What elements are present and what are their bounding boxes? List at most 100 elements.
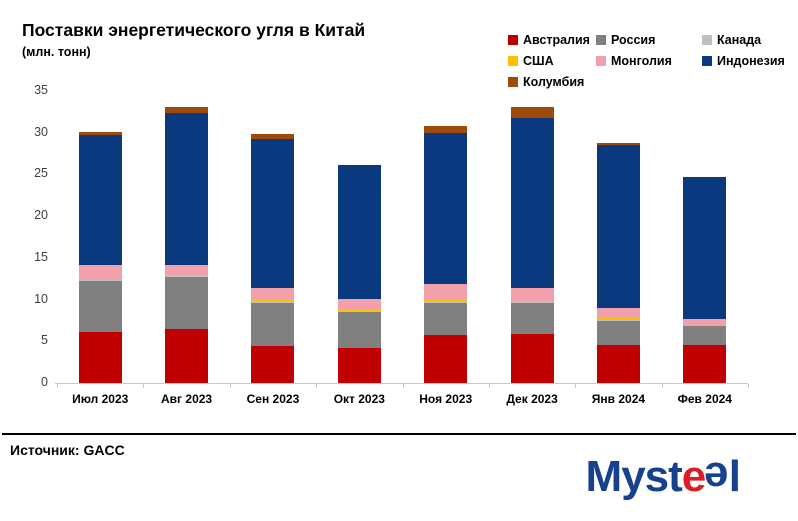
bar-segment-Россия-Сен 2023: [251, 302, 295, 347]
bar-segment-Колумбия-Сен 2023: [251, 134, 295, 140]
bar-segment-США-Окт 2023: [337, 309, 381, 312]
legend-swatch-icon: [508, 77, 518, 87]
legend-label: Индонезия: [717, 54, 785, 68]
legend-item-2: Россия: [596, 33, 702, 47]
y-tick-label: 30: [34, 124, 48, 139]
legend-label: Монголия: [611, 54, 672, 68]
x-category-label: Янв 2024: [591, 392, 646, 406]
bar-segment-Канада-Окт 2023: [337, 311, 381, 313]
bar-segment-Индонезия-Сен 2023: [251, 139, 295, 288]
bar-segment-Монголия-Сен 2023: [251, 287, 295, 300]
x-category-label: Сен 2023: [246, 392, 300, 406]
bar-segment-Канада-Ноя 2023: [424, 302, 468, 303]
bar-segment-США-Ноя 2023: [424, 298, 468, 303]
y-tick-label: 0: [41, 375, 48, 389]
bar-segment-Канада-Авг 2023: [165, 276, 209, 278]
bar-segment-Канада-Июл 2023: [78, 279, 122, 281]
bar-segment-Канада-Фев 2024: [683, 325, 727, 327]
x-tick-mark: [748, 384, 749, 388]
logo-text-suffix: l: [728, 452, 741, 501]
legend-swatch-icon: [702, 56, 712, 66]
bar-segment-Индонезия-Фев 2024: [683, 176, 727, 319]
bar-segment-Монголия-Окт 2023: [337, 298, 381, 310]
bar-segment-Колумбия-Янв 2024: [596, 142, 640, 146]
bar-segment-Монголия-Авг 2023: [165, 264, 209, 276]
x-category-label: Июл 2023: [72, 392, 129, 406]
bar-segment-Колумбия-Дек 2023: [510, 106, 554, 118]
bar-segment-Австралия-Июл 2023: [78, 332, 122, 383]
source-label: Источник: GACC: [10, 442, 125, 458]
legend-swatch-icon: [596, 35, 606, 45]
plot-area: [57, 91, 748, 383]
x-tick-mark: [402, 384, 404, 388]
bar-segment-Австралия-Ноя 2023: [424, 334, 468, 383]
bar-segment-Индонезия-Янв 2024: [596, 145, 640, 308]
bar-segment-Австралия-Сен 2023: [251, 346, 295, 383]
y-tick-label: 20: [34, 208, 48, 223]
legend-item-4: США: [508, 54, 596, 68]
bar-segment-Индонезия-Окт 2023: [337, 165, 381, 299]
legend-item-7: Колумбия: [508, 75, 596, 89]
x-category-label: Авг 2023: [161, 392, 213, 406]
legend-item-5: Монголия: [596, 54, 702, 68]
legend-item-3: Канада: [702, 33, 798, 47]
legend-label: Австралия: [523, 33, 590, 47]
y-tick-label: 35: [34, 83, 48, 97]
x-tick-mark: [229, 384, 231, 388]
bar-segment-Россия-Янв 2024: [596, 321, 640, 346]
bar-segment-США-Дек 2023: [510, 301, 554, 303]
bar-segment-Индонезия-Июл 2023: [78, 135, 122, 266]
y-tick-label: 15: [34, 249, 48, 264]
legend-label: Колумбия: [523, 75, 585, 89]
legend-item-1: Австралия: [508, 33, 596, 47]
legend-label: Канада: [717, 33, 762, 47]
bar-segment-Индонезия-Авг 2023: [165, 112, 209, 265]
bar-segment-США-Янв 2024: [596, 317, 640, 321]
bar-segment-Австралия-Фев 2024: [683, 345, 727, 383]
legend-label: Россия: [611, 33, 656, 47]
bar-segment-Австралия-Дек 2023: [510, 333, 554, 383]
x-tick-mark: [143, 384, 145, 388]
chart-unit-label: (млн. тонн): [22, 45, 91, 59]
x-category-label: Фев 2024: [677, 392, 732, 406]
x-axis-line: [55, 383, 748, 384]
bar-segment-Колумбия-Авг 2023: [165, 106, 209, 113]
y-tick-label: 25: [34, 166, 48, 181]
bar-segment-Канада-Янв 2024: [596, 320, 640, 322]
bar-segment-Индонезия-Ноя 2023: [424, 132, 468, 284]
x-category-label: Дек 2023: [506, 392, 558, 406]
bar-segment-Индонезия-Дек 2023: [510, 117, 554, 288]
bar-segment-Австралия-Авг 2023: [165, 328, 209, 383]
bar-segment-Колумбия-Ноя 2023: [424, 126, 468, 133]
bar-segment-США-Сен 2023: [251, 299, 295, 303]
legend-swatch-icon: [596, 56, 606, 66]
bar-segment-Монголия-Фев 2024: [683, 318, 727, 325]
bar-segment-Монголия-Июл 2023: [78, 265, 122, 279]
bar-segment-Монголия-Ноя 2023: [424, 283, 468, 299]
logo-text-prefix: Myst: [585, 452, 683, 501]
y-tick-label: 5: [41, 333, 48, 348]
bar-segment-Россия-Фев 2024: [683, 326, 727, 346]
bar-segment-Монголия-Дек 2023: [510, 287, 554, 302]
legend-swatch-icon: [508, 56, 518, 66]
bar-segment-США-Июл 2023: [78, 278, 122, 280]
legend-item-6: Индонезия: [702, 54, 798, 68]
x-tick-mark: [488, 384, 490, 388]
page-title: Поставки энергетического угля в Китай: [22, 20, 366, 40]
bar-segment-Россия-Дек 2023: [510, 302, 554, 334]
bar-segment-Канада-Сен 2023: [251, 302, 295, 303]
legend-label: США: [523, 54, 554, 68]
bar-segment-Колумбия-Июл 2023: [78, 131, 122, 136]
mysteel-logo: Mysteel: [585, 452, 741, 502]
bar-segment-Россия-Ноя 2023: [424, 302, 468, 335]
footer-divider: [2, 433, 796, 435]
bar-segment-Россия-Авг 2023: [165, 277, 209, 329]
bar-segment-Россия-Июл 2023: [78, 280, 122, 333]
x-category-label: Ноя 2023: [419, 392, 473, 406]
bar-segment-США-Фев 2024: [683, 324, 727, 326]
logo-letter-e-red: e: [681, 452, 707, 501]
x-tick-mark: [57, 384, 58, 388]
x-category-label: Окт 2023: [333, 392, 385, 406]
bar-segment-Россия-Окт 2023: [337, 312, 381, 348]
